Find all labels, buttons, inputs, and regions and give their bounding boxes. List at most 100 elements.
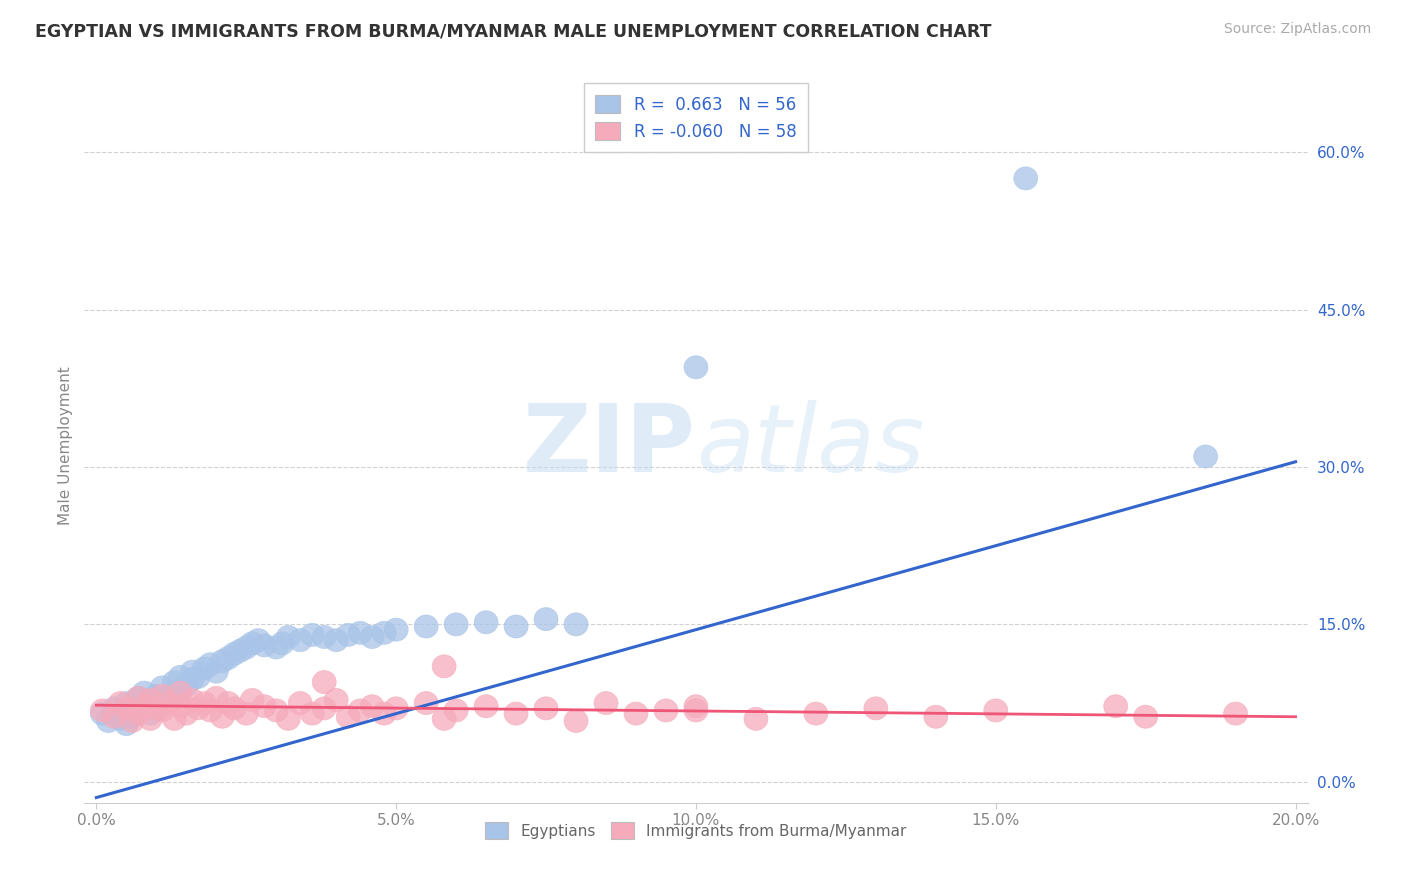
- Ellipse shape: [1133, 706, 1157, 728]
- Ellipse shape: [169, 695, 193, 718]
- Ellipse shape: [683, 695, 709, 718]
- Ellipse shape: [138, 702, 162, 725]
- Ellipse shape: [683, 699, 709, 722]
- Ellipse shape: [198, 699, 222, 722]
- Text: ZIP: ZIP: [523, 400, 696, 492]
- Ellipse shape: [744, 707, 768, 731]
- Ellipse shape: [217, 647, 240, 670]
- Text: EGYPTIAN VS IMMIGRANTS FROM BURMA/MYANMAR MALE UNEMPLOYMENT CORRELATION CHART: EGYPTIAN VS IMMIGRANTS FROM BURMA/MYANMA…: [35, 22, 991, 40]
- Ellipse shape: [138, 707, 162, 731]
- Ellipse shape: [132, 695, 156, 718]
- Ellipse shape: [204, 660, 228, 683]
- Ellipse shape: [534, 697, 558, 720]
- Ellipse shape: [145, 684, 169, 707]
- Ellipse shape: [169, 665, 193, 689]
- Ellipse shape: [312, 625, 336, 648]
- Ellipse shape: [683, 356, 709, 379]
- Ellipse shape: [863, 697, 887, 720]
- Ellipse shape: [1104, 695, 1128, 718]
- Ellipse shape: [222, 697, 246, 720]
- Ellipse shape: [270, 632, 294, 655]
- Ellipse shape: [325, 689, 349, 712]
- Ellipse shape: [235, 636, 259, 659]
- Ellipse shape: [246, 629, 270, 652]
- Ellipse shape: [169, 678, 193, 701]
- Ellipse shape: [198, 653, 222, 676]
- Ellipse shape: [240, 632, 264, 655]
- Ellipse shape: [505, 615, 529, 638]
- Ellipse shape: [180, 660, 204, 683]
- Legend: Egyptians, Immigrants from Burma/Myanmar: Egyptians, Immigrants from Burma/Myanmar: [479, 816, 912, 845]
- Ellipse shape: [150, 699, 174, 722]
- Ellipse shape: [336, 706, 360, 728]
- Ellipse shape: [360, 695, 384, 718]
- Ellipse shape: [654, 699, 678, 722]
- Ellipse shape: [444, 613, 468, 636]
- Ellipse shape: [103, 697, 127, 720]
- Ellipse shape: [193, 691, 217, 714]
- Ellipse shape: [415, 615, 439, 638]
- Ellipse shape: [217, 691, 240, 714]
- Ellipse shape: [373, 702, 396, 725]
- Ellipse shape: [505, 702, 529, 725]
- Ellipse shape: [90, 699, 114, 722]
- Ellipse shape: [186, 665, 211, 689]
- Ellipse shape: [127, 699, 150, 722]
- Ellipse shape: [349, 621, 373, 644]
- Ellipse shape: [288, 691, 312, 714]
- Ellipse shape: [162, 707, 186, 731]
- Ellipse shape: [108, 691, 132, 714]
- Ellipse shape: [162, 681, 186, 704]
- Ellipse shape: [127, 686, 150, 709]
- Ellipse shape: [204, 686, 228, 709]
- Ellipse shape: [114, 697, 138, 720]
- Ellipse shape: [373, 621, 396, 644]
- Ellipse shape: [162, 671, 186, 694]
- Ellipse shape: [211, 649, 235, 673]
- Ellipse shape: [595, 691, 619, 714]
- Ellipse shape: [624, 702, 648, 725]
- Ellipse shape: [186, 697, 211, 720]
- Ellipse shape: [174, 673, 198, 697]
- Ellipse shape: [150, 691, 174, 714]
- Ellipse shape: [145, 697, 169, 720]
- Ellipse shape: [301, 702, 325, 725]
- Ellipse shape: [193, 657, 217, 680]
- Ellipse shape: [924, 706, 948, 728]
- Ellipse shape: [97, 709, 121, 732]
- Ellipse shape: [534, 607, 558, 631]
- Ellipse shape: [276, 625, 301, 648]
- Ellipse shape: [121, 706, 145, 728]
- Ellipse shape: [349, 699, 373, 722]
- Ellipse shape: [114, 713, 138, 736]
- Ellipse shape: [156, 686, 180, 709]
- Ellipse shape: [114, 691, 138, 714]
- Ellipse shape: [150, 684, 174, 707]
- Ellipse shape: [222, 642, 246, 665]
- Ellipse shape: [264, 636, 288, 659]
- Ellipse shape: [228, 639, 252, 662]
- Ellipse shape: [145, 697, 169, 720]
- Ellipse shape: [252, 695, 276, 718]
- Ellipse shape: [1014, 167, 1038, 190]
- Ellipse shape: [276, 707, 301, 731]
- Ellipse shape: [312, 697, 336, 720]
- Ellipse shape: [432, 707, 456, 731]
- Ellipse shape: [384, 697, 408, 720]
- Ellipse shape: [564, 613, 588, 636]
- Ellipse shape: [127, 686, 150, 709]
- Ellipse shape: [564, 709, 588, 732]
- Y-axis label: Male Unemployment: Male Unemployment: [58, 367, 73, 525]
- Ellipse shape: [264, 699, 288, 722]
- Ellipse shape: [174, 702, 198, 725]
- Ellipse shape: [103, 706, 127, 728]
- Ellipse shape: [108, 707, 132, 731]
- Ellipse shape: [235, 702, 259, 725]
- Ellipse shape: [169, 681, 193, 704]
- Ellipse shape: [180, 689, 204, 712]
- Text: Source: ZipAtlas.com: Source: ZipAtlas.com: [1223, 22, 1371, 37]
- Ellipse shape: [984, 699, 1008, 722]
- Ellipse shape: [138, 689, 162, 712]
- Ellipse shape: [804, 702, 828, 725]
- Ellipse shape: [432, 655, 456, 678]
